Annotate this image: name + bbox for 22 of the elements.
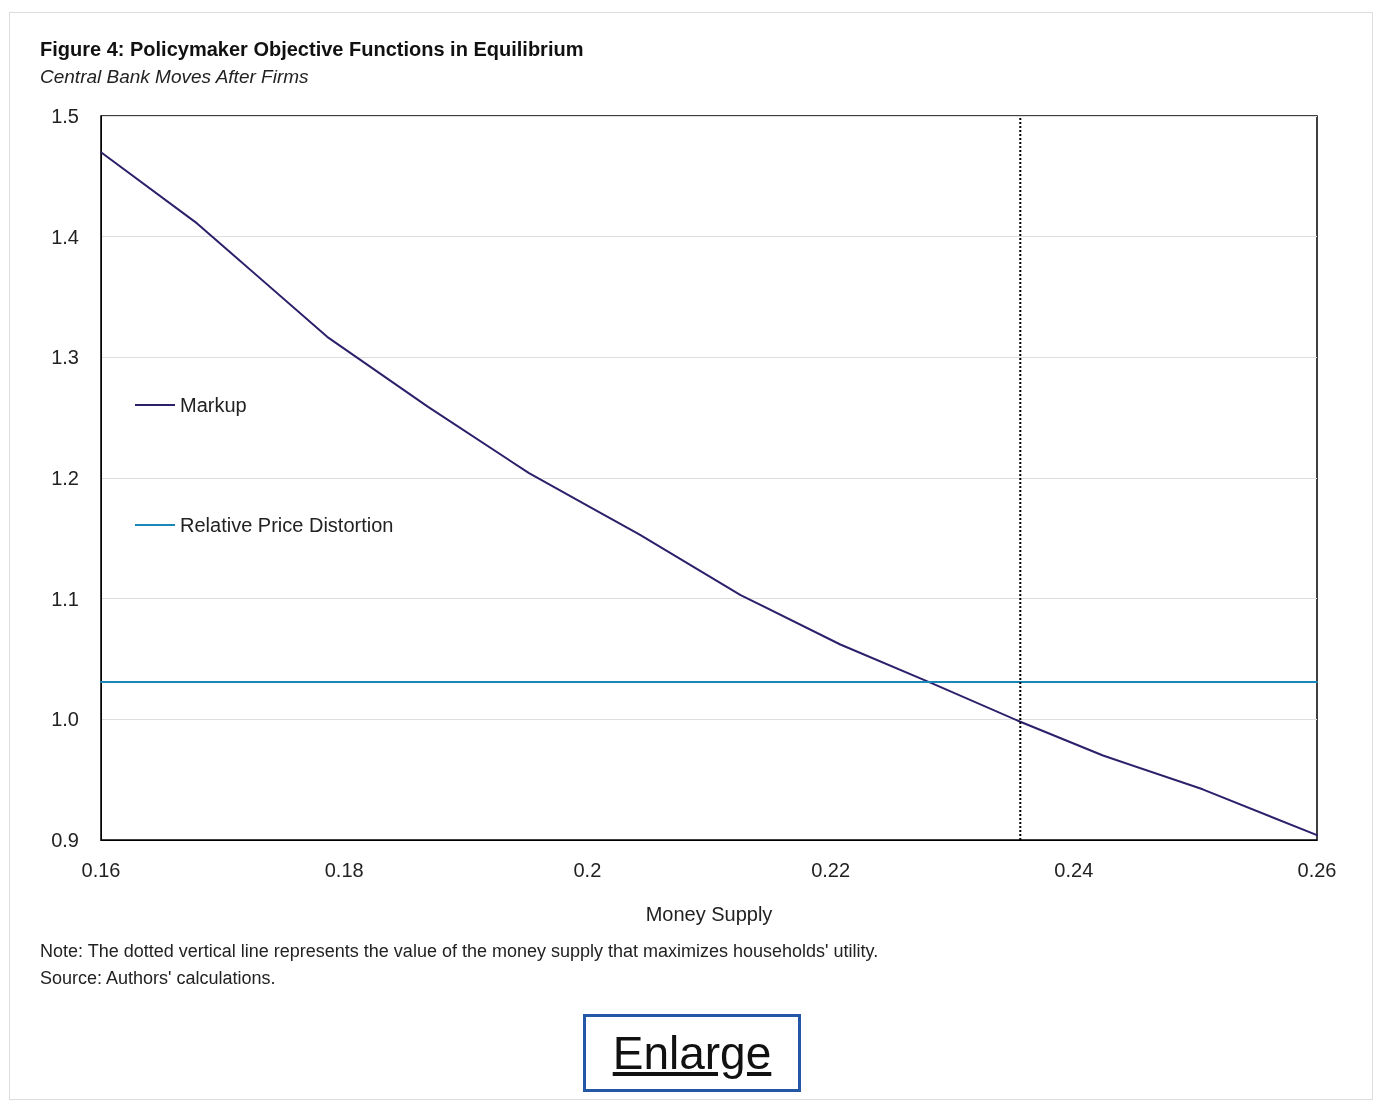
x-tick-label: 0.22 xyxy=(811,859,851,881)
x-tick-label: 0.26 xyxy=(1297,859,1337,881)
x-tick-label: 0.2 xyxy=(573,859,602,881)
y-tick-label: 1.3 xyxy=(51,346,79,369)
y-tick-label: 1.5 xyxy=(51,105,79,127)
source-note: Source: Authors' calculations. xyxy=(40,967,277,990)
x-tick-label: 0.16 xyxy=(81,859,121,881)
y-tick-label: 1.2 xyxy=(51,467,79,489)
legend-label: Relative Price Distortion xyxy=(180,514,394,536)
text: Enlarge xyxy=(583,1014,801,1092)
legend-label: Markup xyxy=(180,394,247,416)
y-tick-label: 1.0 xyxy=(51,708,79,731)
line-series xyxy=(100,151,1318,837)
y-tick-label: 1.1 xyxy=(51,587,79,610)
text: Note: The dotted vertical line represents the value of the money supply that maximizes households' utility. xyxy=(40,940,879,963)
x-tick-label: 0.24 xyxy=(1054,859,1094,881)
y-tick-label: 1.4 xyxy=(51,225,79,248)
y-tick-label: 0.9 xyxy=(51,829,79,851)
x-tick-label: 0.18 xyxy=(324,859,364,881)
chart-title: Figure 4: Policymaker Objective Functions in Equilibrium xyxy=(40,38,584,61)
x-axis-title: Money Supply xyxy=(645,903,773,925)
chart-subtitle: Central Bank Moves After Firms xyxy=(40,66,309,88)
